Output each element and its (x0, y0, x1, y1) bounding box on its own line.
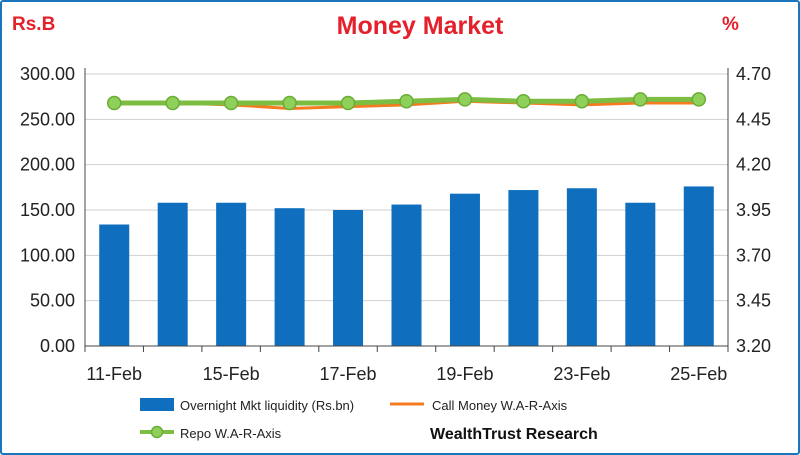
liquidity-bar (157, 202, 188, 346)
left-tick-label: 0.00 (40, 336, 75, 356)
right-tick-label: 3.45 (736, 291, 771, 311)
left-tick-label: 200.00 (20, 155, 75, 175)
x-tick-label: 17-Feb (320, 364, 377, 384)
liquidity-bar (391, 204, 422, 346)
left-axis-unit: Rs.B (12, 14, 55, 35)
liquidity-bar (508, 190, 539, 346)
right-tick-label: 3.70 (736, 245, 771, 265)
liquidity-bar (274, 208, 305, 346)
gridlines (85, 73, 728, 302)
right-tick-label: 4.45 (736, 109, 771, 129)
legend-label-liquidity: Overnight Mkt liquidity (Rs.bn) (180, 398, 354, 413)
legend-label-repo: Repo W.A-R-Axis (180, 426, 282, 441)
liquidity-bar (99, 224, 130, 346)
repo-point (574, 93, 590, 109)
left-tick-label: 150.00 (20, 200, 75, 220)
right-tick-label: 4.20 (736, 155, 771, 175)
repo-point (457, 92, 473, 107)
credit-text: WealthTrust Research (430, 426, 598, 443)
repo-point (282, 95, 297, 111)
left-axis-ticks: 0.00 50.00 100.00 150.00 200.00 250.00 300.00 (20, 64, 75, 356)
repo-point (633, 92, 648, 107)
left-tick-label: 300.00 (20, 64, 75, 84)
x-tick-label: 19-Feb (436, 364, 493, 384)
repo-point (165, 95, 180, 111)
repo-point (106, 95, 122, 111)
liquidity-bar (625, 202, 656, 346)
x-axis-ticks: 11-Feb 15-Feb 17-Feb 19-Feb 23-Feb 25-Feb (86, 364, 727, 384)
liquidity-bar (216, 202, 247, 346)
legend-swatch-repo-marker (150, 425, 164, 439)
right-axis-unit: % (722, 14, 739, 35)
x-tick-label: 15-Feb (203, 364, 260, 384)
repo-point (223, 95, 239, 111)
legend: Overnight Mkt liquidity (Rs.bn) Call Mon… (140, 398, 568, 441)
right-axis-ticks: 3.20 3.45 3.70 3.95 4.20 4.45 4.70 (736, 64, 771, 356)
legend-swatch-liquidity (140, 398, 174, 411)
x-tick-label: 25-Feb (670, 364, 727, 384)
repo-point (340, 95, 356, 111)
x-tick-label: 23-Feb (553, 364, 610, 384)
right-tick-label: 3.95 (736, 200, 771, 220)
liquidity-bars (99, 186, 714, 346)
axes (84, 68, 729, 352)
right-tick-label: 3.20 (736, 336, 771, 356)
liquidity-bar (566, 188, 597, 346)
legend-label-call-money: Call Money W.A-R-Axis (432, 398, 568, 413)
chart-title: Money Market (337, 12, 504, 40)
repo-point (691, 92, 707, 107)
liquidity-bar (683, 186, 714, 346)
liquidity-bar (333, 210, 364, 346)
liquidity-bar (449, 193, 480, 346)
left-tick-label: 100.00 (20, 245, 75, 265)
left-tick-label: 50.00 (30, 291, 75, 311)
repo-point (516, 93, 531, 109)
left-tick-label: 250.00 (20, 109, 75, 129)
repo-point (399, 93, 414, 109)
right-tick-label: 4.70 (736, 64, 771, 84)
repo-series (106, 92, 707, 111)
x-tick-label: 11-Feb (86, 364, 142, 384)
